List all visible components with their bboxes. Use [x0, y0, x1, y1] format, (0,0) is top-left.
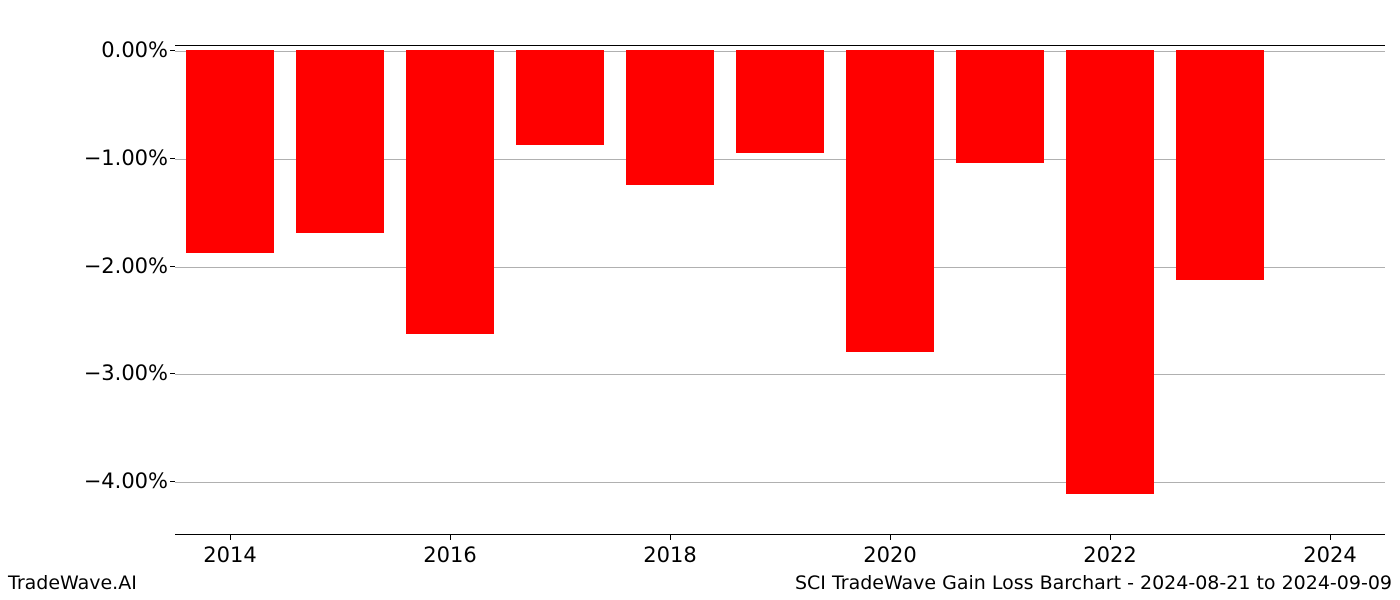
x-tick-mark [1110, 535, 1111, 540]
x-tick-mark [670, 535, 671, 540]
bar-2015 [296, 50, 384, 233]
x-axis-tick-label: 2024 [1303, 543, 1356, 567]
gridline [175, 482, 1385, 483]
x-tick-mark [890, 535, 891, 540]
y-tick-mark [170, 50, 175, 51]
y-tick-mark [170, 266, 175, 267]
x-tick-mark [450, 535, 451, 540]
y-axis-tick-label: −4.00% [8, 469, 168, 493]
bar-2014 [186, 50, 274, 252]
bar-2022 [1066, 50, 1154, 494]
gridline [175, 374, 1385, 375]
x-axis-tick-label: 2014 [203, 543, 256, 567]
x-axis-tick-label: 2016 [423, 543, 476, 567]
bar-2020 [846, 50, 934, 352]
footer-brand: TradeWave.AI [8, 572, 137, 594]
y-axis-tick-label: −2.00% [8, 254, 168, 278]
y-axis-tick-label: 0.00% [8, 38, 168, 62]
y-tick-mark [170, 158, 175, 159]
bar-2016 [406, 50, 494, 333]
y-axis-tick-label: −3.00% [8, 361, 168, 385]
bar-2019 [736, 50, 824, 152]
bar-2017 [516, 50, 604, 145]
x-axis-tick-label: 2020 [863, 543, 916, 567]
y-tick-mark [170, 481, 175, 482]
y-axis-tick-label: −1.00% [8, 146, 168, 170]
x-tick-mark [1330, 535, 1331, 540]
y-tick-mark [170, 373, 175, 374]
x-axis-tick-label: 2022 [1083, 543, 1136, 567]
bar-2018 [626, 50, 714, 185]
x-axis-tick-label: 2018 [643, 543, 696, 567]
x-tick-mark [230, 535, 231, 540]
footer-caption: SCI TradeWave Gain Loss Barchart - 2024-… [795, 572, 1392, 594]
bar-2021 [956, 50, 1044, 163]
bar-2023 [1176, 50, 1264, 279]
